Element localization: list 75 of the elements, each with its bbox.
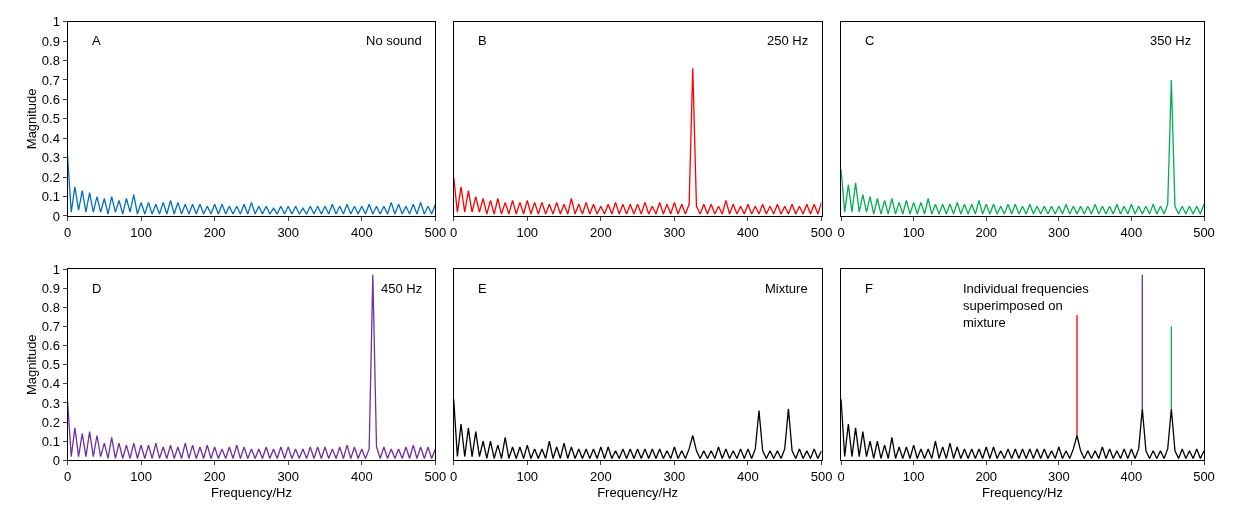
y-tick-label: 0.5 — [41, 111, 60, 127]
annotation: D — [92, 281, 102, 296]
x-tick-label: 0 — [450, 224, 458, 240]
y-tick-label: 0.2 — [41, 414, 60, 430]
x-tick-label: 200 — [975, 224, 998, 240]
y-tick-label: 0.9 — [41, 33, 60, 49]
x-tick-label: 200 — [203, 468, 226, 484]
x-tick-label: 300 — [663, 224, 686, 240]
x-tick-label: 400 — [737, 224, 759, 240]
annotation: No sound — [366, 33, 422, 48]
y-tick-label: 1 — [52, 261, 60, 277]
y-tick-label: 0.6 — [41, 338, 60, 354]
x-tick-label: 0 — [63, 224, 72, 240]
y-tick-label: 0.8 — [41, 53, 60, 69]
x-tick-label: 100 — [516, 468, 539, 484]
x-tick-label: 400 — [1120, 224, 1143, 240]
annotation: 250 Hz — [767, 33, 809, 48]
y-tick-label: 0 — [52, 452, 60, 468]
x-tick-label: 100 — [130, 224, 152, 240]
y-tick-label: 0.6 — [41, 91, 60, 107]
x-tick-label: 200 — [203, 224, 226, 240]
x-tick-label: 200 — [589, 224, 612, 240]
x-tick-label: 300 — [1047, 224, 1070, 240]
x-tick-label: 500 — [810, 468, 833, 484]
x-axis-title: Frequency/Hz — [210, 484, 292, 500]
y-tick-label: 0.3 — [41, 395, 60, 411]
annotation: C — [865, 33, 875, 48]
annotation: A — [92, 33, 101, 48]
x-tick-label: 200 — [975, 468, 998, 484]
annotation: F — [865, 281, 873, 296]
x-tick-label: 200 — [589, 468, 612, 484]
y-axis-title: Magnitude — [23, 88, 39, 150]
y-tick-label: 0.7 — [41, 319, 60, 335]
x-tick-label: 0 — [63, 468, 72, 484]
y-tick-label: 0.8 — [41, 299, 60, 315]
x-tick-label: 500 — [1193, 224, 1215, 240]
y-tick-label: 0.5 — [41, 357, 60, 373]
x-tick-label: 100 — [130, 468, 152, 484]
y-axis-title: Magnitude — [23, 334, 39, 396]
x-axis-title: Frequency/Hz — [982, 484, 1063, 500]
x-tick-label: 100 — [902, 224, 925, 240]
y-tick-label: 0.7 — [41, 72, 60, 88]
y-tick-label: 0.1 — [41, 189, 60, 205]
x-tick-label: 0 — [837, 468, 845, 484]
x-tick-label: 300 — [1047, 468, 1070, 484]
annotation: Individual frequencies superimposed on mixture — [963, 281, 1090, 330]
annotation: Mixture — [765, 281, 808, 296]
x-tick-label: 500 — [424, 224, 447, 240]
annotation: 450 Hz — [381, 281, 423, 296]
x-tick-label: 500 — [424, 468, 447, 484]
x-tick-label: 500 — [1193, 468, 1215, 484]
annotation: 350 Hz — [1150, 33, 1192, 48]
y-tick-label: 1 — [52, 14, 60, 30]
x-tick-label: 300 — [277, 224, 300, 240]
x-axis-title: Frequency/Hz — [597, 484, 679, 500]
x-tick-label: 0 — [450, 468, 458, 484]
x-tick-label: 400 — [1120, 468, 1143, 484]
x-tick-label: 500 — [810, 224, 833, 240]
y-tick-label: 0.3 — [41, 150, 60, 166]
annotation: E — [478, 281, 487, 296]
x-tick-label: 100 — [516, 224, 539, 240]
x-tick-label: 300 — [277, 468, 300, 484]
x-tick-label: 0 — [837, 224, 845, 240]
x-tick-label: 300 — [663, 468, 686, 484]
y-tick-label: 0.4 — [41, 130, 60, 146]
annotation: B — [478, 33, 487, 48]
x-tick-label: 400 — [737, 468, 759, 484]
y-tick-label: 0.2 — [41, 169, 60, 185]
y-tick-label: 0 — [52, 208, 60, 224]
x-tick-label: 400 — [350, 224, 373, 240]
x-tick-label: 400 — [350, 468, 373, 484]
x-tick-label: 100 — [902, 468, 925, 484]
y-tick-label: 0.1 — [41, 433, 60, 449]
y-tick-label: 0.9 — [41, 280, 60, 296]
y-tick-label: 0.4 — [41, 376, 60, 392]
